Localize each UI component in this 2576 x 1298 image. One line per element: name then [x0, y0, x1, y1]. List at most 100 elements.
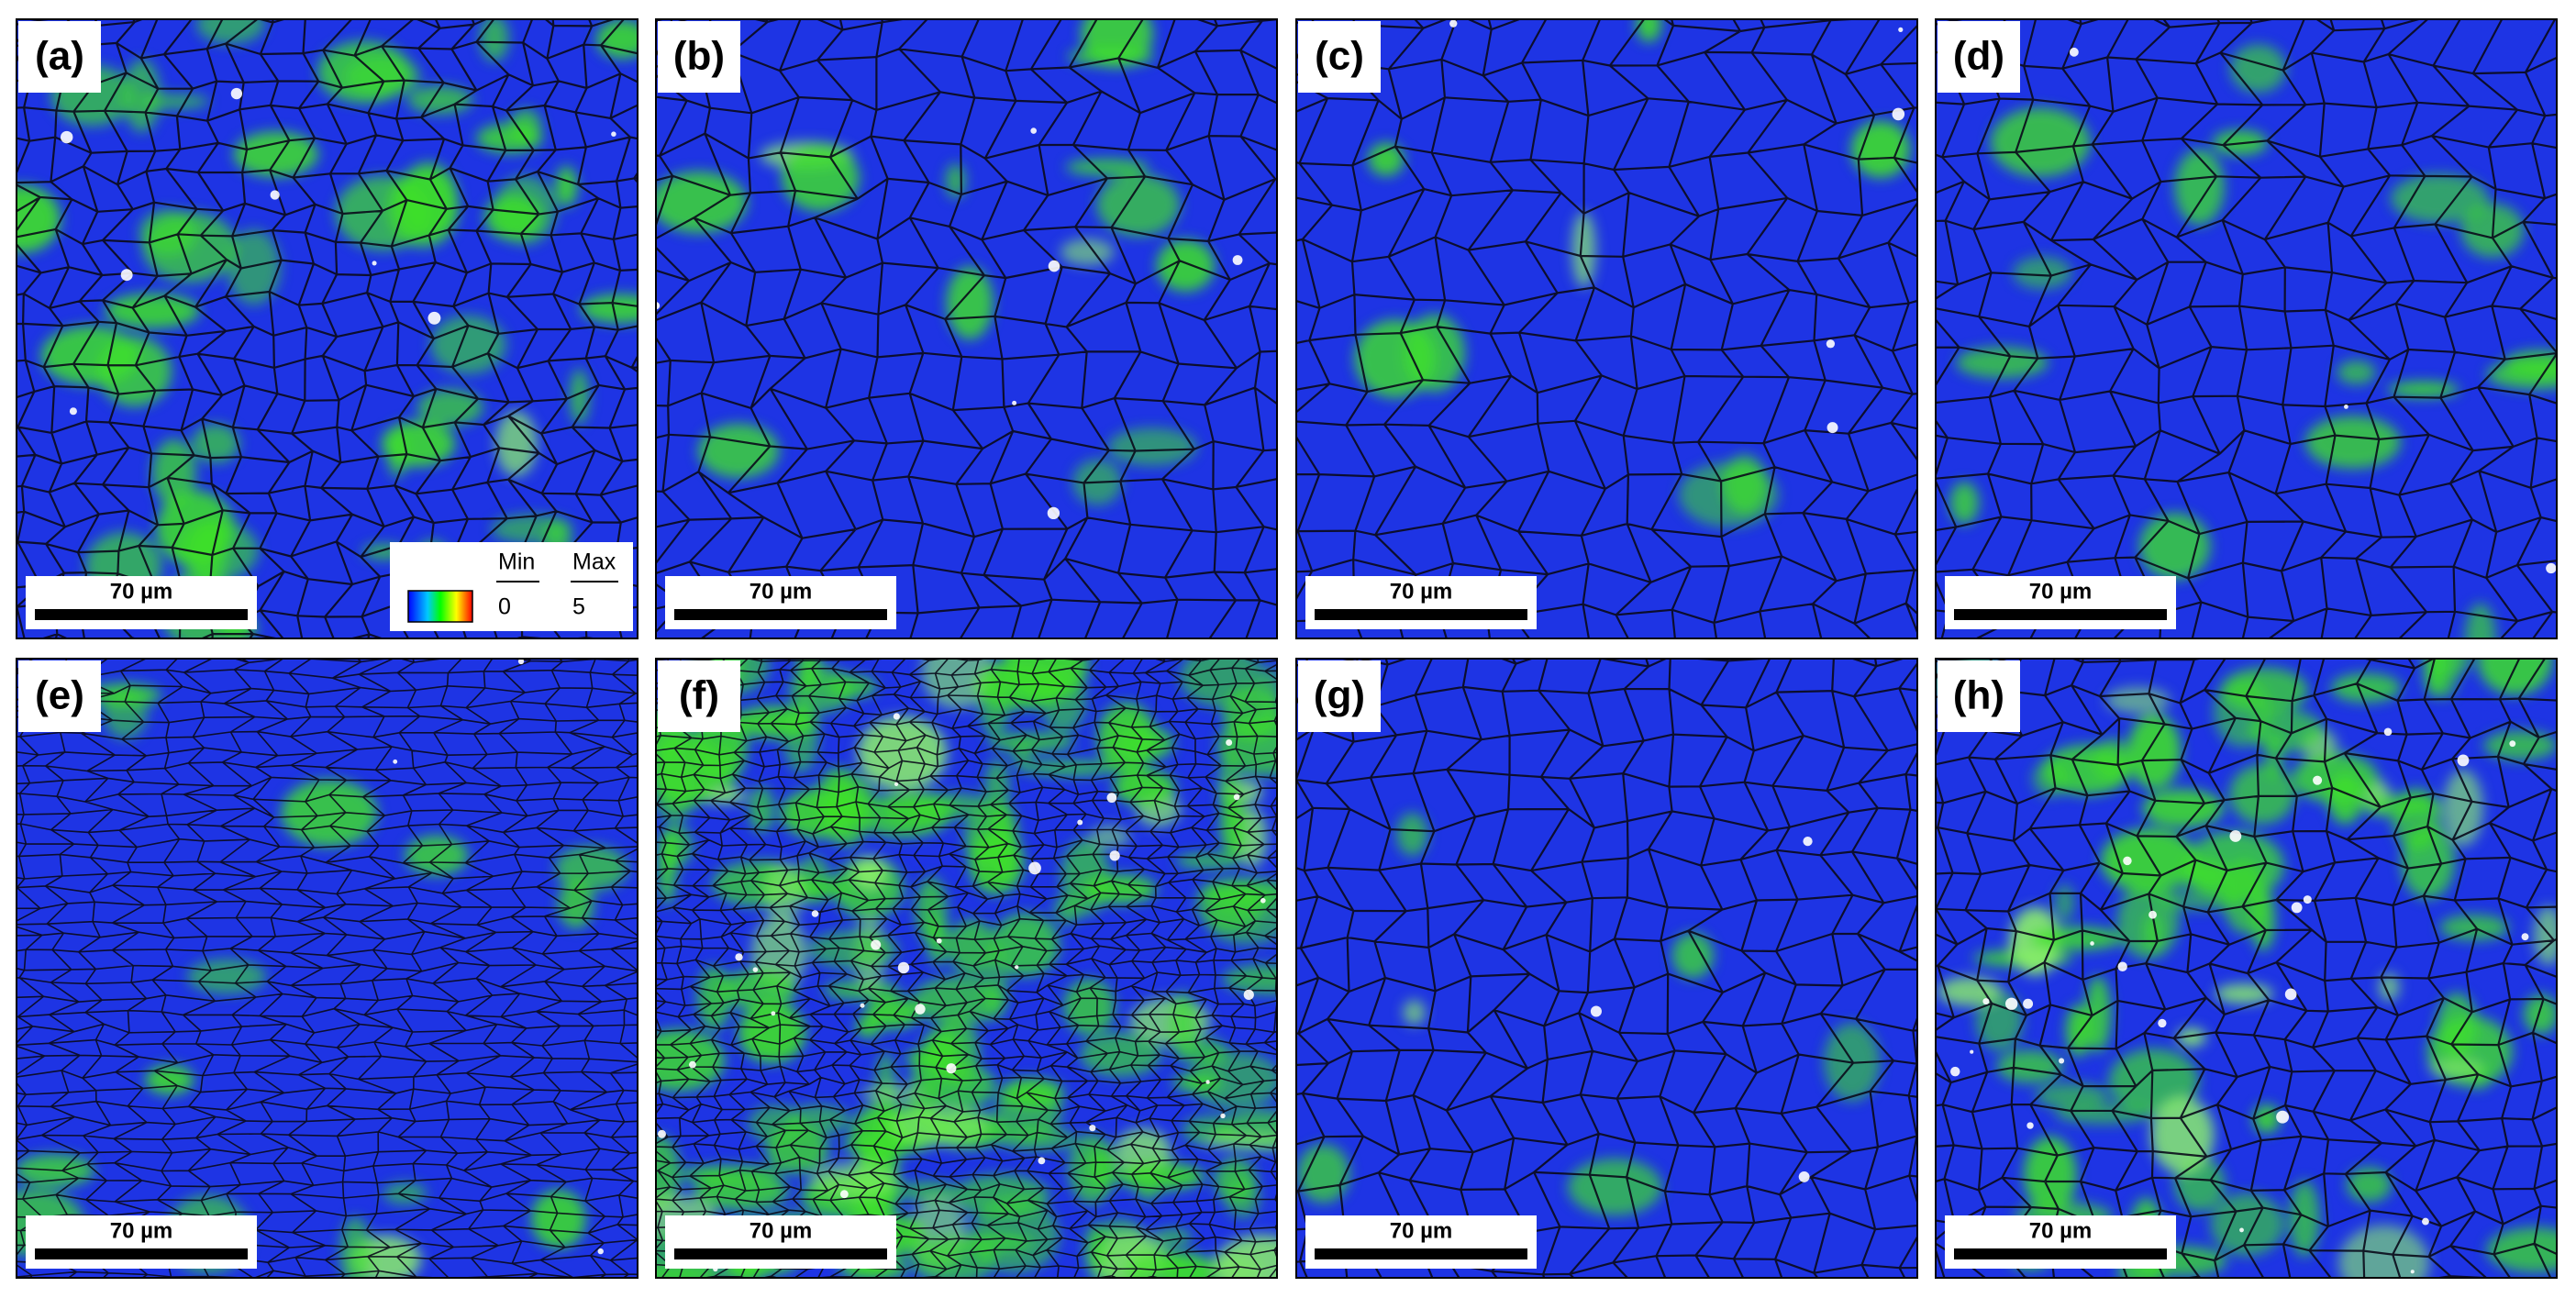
strain-region	[2362, 794, 2442, 817]
strain-region	[783, 698, 818, 773]
panel-label: (f)	[679, 673, 719, 718]
speck	[2149, 910, 2157, 919]
kam-map	[1936, 659, 2557, 1278]
speck	[517, 659, 525, 665]
panel-label: (c)	[1315, 34, 1364, 79]
speck	[1232, 255, 1243, 265]
speck	[1233, 793, 1240, 801]
strain-region	[694, 1172, 789, 1211]
strain-region	[2443, 769, 2483, 847]
strain-region	[1065, 158, 1149, 176]
strain-region	[995, 1080, 1062, 1140]
speck	[2521, 933, 2529, 941]
scale-bar-text: 70 µm	[110, 1218, 173, 1243]
panel-label: (d)	[1953, 34, 2004, 79]
speck	[69, 407, 77, 416]
strain-region	[595, 19, 638, 59]
strain-region	[1671, 932, 1714, 979]
strain-region	[192, 424, 240, 463]
strain-region	[1153, 1227, 1193, 1248]
panel: (c) 70 µm	[1295, 18, 1918, 639]
strain-region	[1368, 142, 1405, 176]
legend-max: 5	[572, 594, 585, 620]
strain-region	[227, 229, 281, 305]
scale-bar	[1954, 1248, 2167, 1259]
speck	[1015, 965, 1019, 970]
strain-region	[1949, 482, 1980, 525]
strain-region	[145, 1064, 194, 1095]
speck	[2284, 988, 2297, 1001]
strain-region	[2337, 360, 2376, 385]
strain-region	[105, 293, 200, 328]
panel: (b) 70 µm	[655, 18, 1278, 639]
panel-label: (h)	[1953, 673, 2004, 718]
speck	[656, 302, 661, 310]
speck	[611, 131, 616, 137]
scale-bar-box	[665, 576, 896, 629]
legend-min-label: Min	[498, 549, 535, 575]
strain-region	[978, 661, 1011, 737]
strain-region	[175, 520, 259, 581]
strain-region	[186, 959, 267, 994]
kam-map	[1936, 19, 2557, 638]
strain-region	[2024, 1136, 2077, 1214]
strain-region	[40, 326, 140, 386]
speck	[393, 759, 398, 764]
scale-bar-box	[1945, 576, 2176, 629]
speck	[657, 1129, 666, 1138]
strain-region	[946, 266, 994, 340]
strain-region	[1096, 173, 1181, 237]
speck	[1982, 998, 1990, 1005]
kam-map	[17, 19, 638, 638]
panel-label: (e)	[35, 673, 84, 718]
speck	[2239, 1227, 2244, 1233]
strain-region	[2032, 760, 2069, 797]
strain-region	[2338, 1225, 2430, 1278]
strain-region	[1396, 813, 1428, 857]
grain-boundaries	[17, 659, 638, 1278]
speck	[811, 910, 819, 917]
speck	[1260, 897, 1266, 904]
speck	[1012, 400, 1017, 405]
speck	[1892, 107, 1905, 121]
panel: (g) 70 µm	[1295, 658, 1918, 1279]
speck	[1826, 339, 1836, 349]
strain-region	[1956, 347, 2049, 379]
strain-region	[749, 786, 774, 834]
strain-region	[1126, 1251, 1209, 1278]
panel: (f) 70 µm	[655, 658, 1278, 1279]
strain-region	[1218, 750, 1239, 824]
grain-boundaries	[656, 659, 1277, 1278]
strain-region	[2465, 603, 2496, 638]
speck	[2229, 830, 2242, 842]
speck	[2291, 902, 2303, 914]
strain-region	[2143, 912, 2164, 953]
panel-border	[16, 658, 638, 1279]
strain-region	[2230, 44, 2286, 93]
panel-border	[1295, 18, 1918, 639]
strain-region	[2105, 686, 2171, 715]
label-box	[1938, 660, 2020, 732]
speck	[2059, 1058, 2065, 1064]
speck	[1226, 739, 1233, 747]
speck	[1077, 819, 1083, 826]
legend-max-label: Max	[572, 549, 616, 575]
strain-region	[1678, 462, 1779, 527]
panel-border	[1295, 658, 1918, 1279]
speck	[2509, 740, 2516, 748]
strain-region	[495, 411, 538, 477]
speck	[427, 311, 441, 325]
strain-region	[2174, 149, 2225, 226]
strain-region	[2431, 659, 2460, 699]
speck	[735, 953, 743, 961]
panel-border	[16, 18, 638, 639]
legend-swatch	[407, 590, 473, 623]
strain-region	[1996, 1049, 2063, 1083]
speck	[1950, 1066, 1960, 1077]
strain-region	[1156, 239, 1216, 292]
scale-bar	[35, 609, 248, 620]
speck	[2383, 727, 2393, 737]
scale-bar-box	[665, 1215, 896, 1269]
speck	[230, 87, 243, 100]
